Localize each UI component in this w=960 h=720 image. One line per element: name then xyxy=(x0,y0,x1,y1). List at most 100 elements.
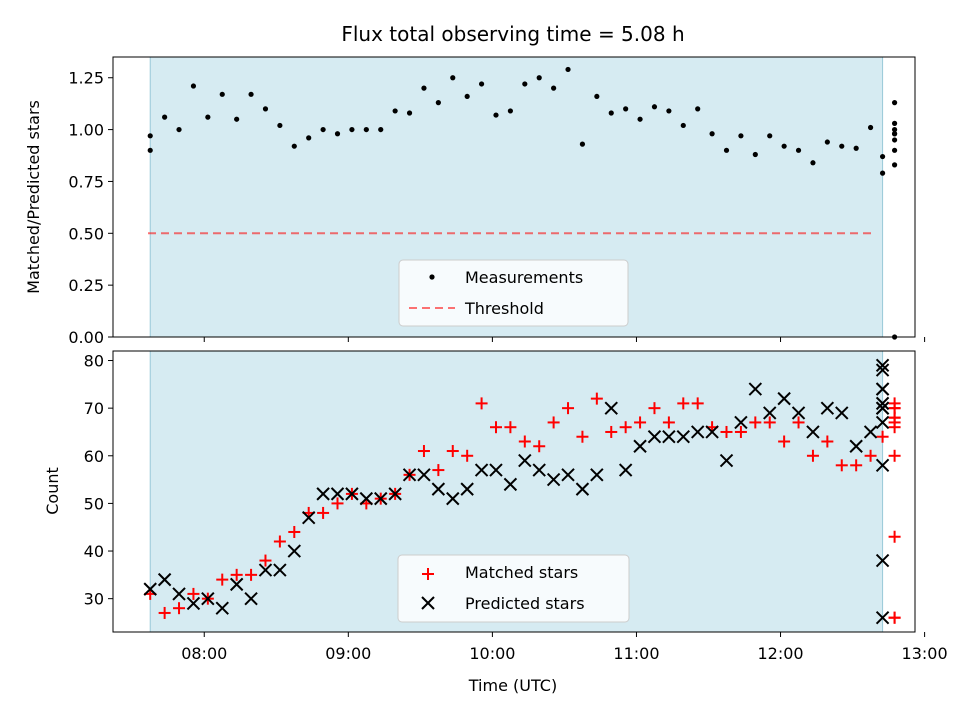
measurement-point xyxy=(262,106,269,112)
predicted-star-point xyxy=(777,391,791,406)
predicted-star-point xyxy=(244,591,258,606)
measurement-point xyxy=(879,153,886,160)
matched-star-point xyxy=(888,421,901,434)
predicted-star-point xyxy=(575,482,590,496)
matched-star-point xyxy=(778,435,791,448)
bottom-y-tick-label: 40 xyxy=(84,542,104,561)
matched-star-point xyxy=(734,425,747,438)
top-y-tick-label: 0.50 xyxy=(68,224,104,243)
matched-star-point xyxy=(850,459,863,472)
measurement-point xyxy=(378,126,384,133)
predicted-star-point xyxy=(345,487,359,501)
bottom-plot-frame xyxy=(112,350,916,633)
predicted-star-point xyxy=(518,453,532,468)
predicted-star-point xyxy=(489,463,503,477)
bottom-y-tick-label: 80 xyxy=(84,352,104,371)
matched-star-point xyxy=(259,554,272,567)
measurement-point xyxy=(507,108,513,114)
predicted-star-point xyxy=(734,415,748,430)
measurement-point xyxy=(891,137,898,143)
predicted-star-point xyxy=(875,382,890,396)
matched-star-point xyxy=(749,416,762,429)
predicted-star-point xyxy=(662,430,676,444)
bottom-y-axis-label: Count xyxy=(43,467,62,515)
matched-star-point xyxy=(173,602,186,615)
top-y-tick-label: 0.25 xyxy=(68,276,104,295)
predicted-star-point xyxy=(875,553,890,568)
predicted-star-point xyxy=(186,596,201,611)
predicted-star-point xyxy=(301,510,316,525)
matched-star-point xyxy=(533,440,546,453)
measurement-point xyxy=(493,112,499,118)
matched-star-point xyxy=(216,573,229,586)
top-legend: Measurements Threshold xyxy=(398,259,629,327)
predicted-star-point xyxy=(359,491,374,506)
measurement-point xyxy=(608,110,614,116)
bottom-x-tick-label: 08:00 xyxy=(181,644,227,663)
measurement-point xyxy=(522,81,528,87)
predicted-star-point xyxy=(875,396,890,411)
measurement-point xyxy=(406,110,413,116)
matched-star-point xyxy=(864,449,877,462)
matched-star-point xyxy=(590,392,603,405)
measurement-point xyxy=(738,133,744,139)
measurement-point xyxy=(709,131,715,137)
matched-star-point xyxy=(475,397,488,410)
measurement-point xyxy=(190,83,197,89)
bottom-y-tick-label: 50 xyxy=(84,494,104,513)
predicted-star-point xyxy=(273,563,287,577)
matched-star-point xyxy=(576,430,589,443)
legend-matched-marker xyxy=(422,568,434,580)
bottom-x-tick-label: 12:00 xyxy=(757,644,803,663)
predicted-star-point xyxy=(561,468,575,482)
matched-star-point xyxy=(432,464,445,477)
predicted-star-point xyxy=(604,401,618,415)
legend-threshold-label: Threshold xyxy=(464,299,544,318)
measurement-point xyxy=(536,75,542,81)
measurement-point xyxy=(666,108,672,114)
predicted-star-point xyxy=(719,453,734,468)
measurement-point xyxy=(781,143,787,149)
measurement-point xyxy=(853,145,859,151)
bottom-x-axis-label: Time (UTC) xyxy=(468,676,557,695)
matched-star-point xyxy=(317,506,330,519)
measurement-point xyxy=(723,147,730,153)
measurement-point xyxy=(392,108,398,114)
measurement-point xyxy=(879,170,886,176)
measurement-point xyxy=(680,122,686,129)
measurement-point xyxy=(594,93,600,100)
measurement-point xyxy=(551,85,557,91)
matched-star-point xyxy=(489,421,502,434)
measurement-point xyxy=(824,139,830,145)
top-y-axis: 0.00 0.25 0.50 0.75 1.00 1.25 xyxy=(68,69,113,347)
predicted-star-point xyxy=(590,468,604,482)
bottom-x-axis: 08:00 09:00 10:00 11:00 12:00 13:00 xyxy=(181,632,948,663)
bottom-y-tick-label: 60 xyxy=(84,447,104,466)
matched-star-point xyxy=(605,425,618,438)
matched-star-point xyxy=(158,606,171,619)
matched-star-point xyxy=(821,435,834,448)
predicted-star-point xyxy=(546,472,561,487)
predicted-star-point xyxy=(316,487,330,501)
matched-star-point xyxy=(634,416,647,429)
measurement-point xyxy=(651,104,658,110)
predicted-star-point xyxy=(835,406,849,420)
predicted-star-point xyxy=(374,491,388,506)
matched-star-point xyxy=(461,449,474,462)
measurement-point xyxy=(623,106,629,112)
predicted-stars-series xyxy=(143,358,890,625)
measurement-point xyxy=(320,126,326,133)
predicted-star-point xyxy=(446,491,460,506)
measurement-point xyxy=(306,135,312,141)
predicted-star-point xyxy=(849,439,863,453)
matched-star-point xyxy=(835,459,848,472)
predicted-star-point xyxy=(820,401,835,415)
measurement-point xyxy=(176,126,182,133)
matched-star-point xyxy=(547,416,560,429)
matched-star-point xyxy=(446,445,459,458)
predicted-star-point xyxy=(474,463,489,477)
measurement-point xyxy=(450,75,456,81)
predicted-star-point xyxy=(388,487,402,501)
matched-star-point xyxy=(230,568,243,581)
